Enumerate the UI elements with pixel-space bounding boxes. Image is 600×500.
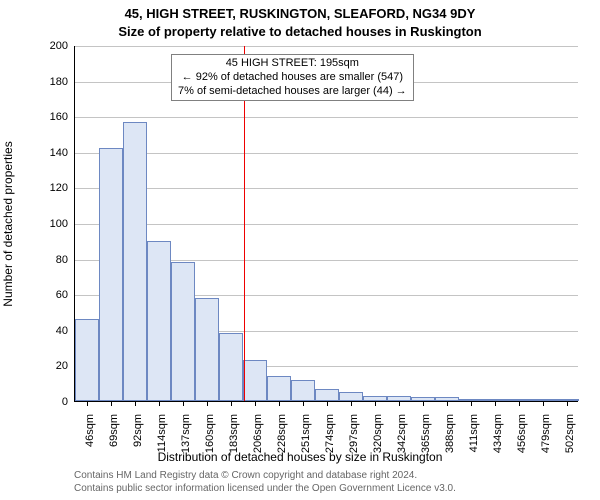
histogram-bar [171, 262, 195, 401]
annotation-line1: 45 HIGH STREET: 195sqm [178, 57, 407, 71]
annotation-line2: ← 92% of detached houses are smaller (54… [178, 71, 407, 85]
x-tick [495, 401, 496, 406]
x-tick-label: 160sqm [204, 414, 216, 453]
annotation-box: 45 HIGH STREET: 195sqm ← 92% of detached… [171, 54, 414, 101]
y-axis-label: Number of detached properties [1, 141, 15, 306]
y-tick-label: 20 [28, 360, 68, 372]
histogram-bar [267, 376, 291, 401]
x-tick [183, 401, 184, 406]
x-tick-label: 297sqm [348, 414, 360, 453]
x-tick [159, 401, 160, 406]
x-tick [279, 401, 280, 406]
y-tick-label: 0 [28, 396, 68, 408]
histogram-bar [219, 333, 243, 401]
x-tick-label: 114sqm [156, 414, 168, 452]
histogram-bar [99, 148, 123, 401]
histogram-bar [123, 122, 147, 401]
x-tick [447, 401, 448, 406]
y-tick-label: 120 [28, 182, 68, 194]
y-tick-label: 140 [28, 147, 68, 159]
x-tick-label: 274sqm [324, 414, 336, 453]
x-tick-label: 320sqm [372, 414, 384, 453]
x-tick [399, 401, 400, 406]
x-tick-label: 434sqm [492, 414, 504, 453]
x-tick-label: 46sqm [84, 414, 96, 447]
chart-title-line1: 45, HIGH STREET, RUSKINGTON, SLEAFORD, N… [0, 6, 600, 21]
x-tick-label: 228sqm [276, 414, 288, 453]
x-tick-label: 251sqm [300, 414, 312, 453]
x-tick [351, 401, 352, 406]
x-tick [543, 401, 544, 406]
gridline [75, 188, 578, 189]
x-tick [519, 401, 520, 406]
x-tick-label: 502sqm [564, 414, 576, 453]
x-tick [111, 401, 112, 406]
y-tick-label: 100 [28, 218, 68, 230]
annotation-line3: 7% of semi-detached houses are larger (4… [178, 85, 407, 99]
x-tick [327, 401, 328, 406]
footer-line1: Contains HM Land Registry data © Crown c… [74, 470, 578, 481]
x-tick-label: 206sqm [252, 414, 264, 453]
x-tick [207, 401, 208, 406]
footer-line2: Contains public sector information licen… [74, 483, 578, 494]
x-tick [231, 401, 232, 406]
x-tick [303, 401, 304, 406]
x-tick [135, 401, 136, 406]
y-tick-label: 160 [28, 111, 68, 123]
gridline [75, 224, 578, 225]
y-tick-label: 200 [28, 40, 68, 52]
histogram-bar [291, 380, 315, 401]
x-tick-label: 183sqm [228, 414, 240, 453]
x-tick [471, 401, 472, 406]
x-tick [255, 401, 256, 406]
histogram-bar [147, 241, 171, 401]
x-tick-label: 411sqm [468, 414, 480, 452]
histogram-bar [315, 389, 339, 401]
x-tick-label: 388sqm [444, 414, 456, 453]
histogram-bar [243, 360, 267, 401]
x-tick-label: 69sqm [108, 414, 120, 447]
x-tick-label: 479sqm [540, 414, 552, 453]
histogram-bar [339, 392, 363, 401]
y-tick-label: 80 [28, 254, 68, 266]
x-tick [423, 401, 424, 406]
x-tick-label: 137sqm [180, 414, 192, 453]
gridline [75, 153, 578, 154]
x-tick [567, 401, 568, 406]
x-tick-label: 456sqm [516, 414, 528, 453]
histogram-bar [75, 319, 99, 401]
gridline [75, 117, 578, 118]
chart-container: 45, HIGH STREET, RUSKINGTON, SLEAFORD, N… [0, 0, 600, 500]
histogram-bar [195, 298, 219, 401]
plot-area: 45 HIGH STREET: 195sqm ← 92% of detached… [74, 46, 578, 402]
x-tick [87, 401, 88, 406]
x-tick-label: 342sqm [396, 414, 408, 453]
x-tick-label: 92sqm [132, 414, 144, 447]
x-tick-label: 365sqm [420, 414, 432, 453]
gridline [75, 46, 578, 47]
chart-title-line2: Size of property relative to detached ho… [0, 24, 600, 39]
y-tick-label: 60 [28, 289, 68, 301]
y-tick-label: 180 [28, 76, 68, 88]
x-tick [375, 401, 376, 406]
y-tick-label: 40 [28, 325, 68, 337]
